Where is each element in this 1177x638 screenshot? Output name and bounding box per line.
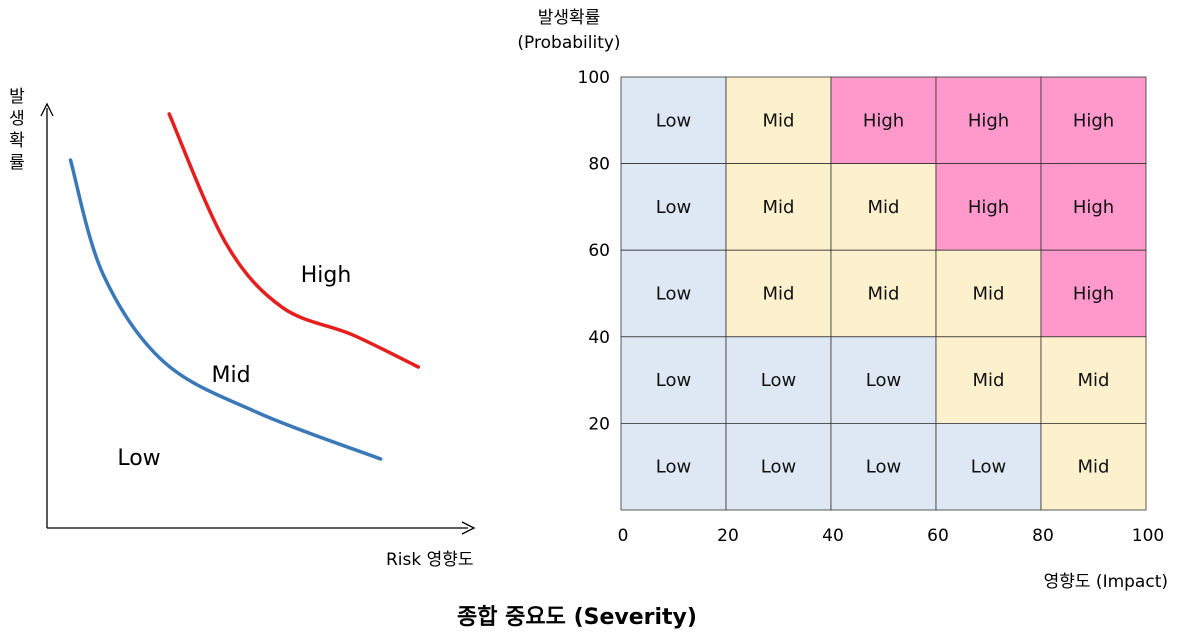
region-label-mid: Mid: [211, 363, 250, 388]
left-ylabel-char-3: 률: [9, 153, 25, 173]
matrix-cell: [620, 422, 727, 511]
matrix-cell-label: Low: [656, 370, 691, 391]
matrix-cell-label: Mid: [763, 197, 795, 218]
matrix-cell-label: High: [863, 110, 904, 131]
matrix-cell-label: Low: [656, 457, 691, 478]
matrix-cell: [935, 336, 1042, 424]
matrix-y-tick: 60: [588, 241, 610, 261]
matrix-x-tick: 20: [717, 526, 739, 546]
matrix-cell-label: Mid: [868, 284, 900, 305]
matrix-ylabel-english: (Probability): [517, 33, 620, 53]
left-boundary-curves: [68, 112, 421, 461]
matrix-cell: [725, 249, 832, 338]
matrix-cell-label: Low: [761, 370, 796, 391]
matrix-x-tick: 0: [618, 526, 629, 546]
region-label-high: High: [301, 263, 352, 288]
matrix-grid: Low Mid High High High Low Mid Mid High High Low Mi…: [620, 76, 1147, 511]
risk-curve-chart: 발 생 확 률 Risk 영향도 High Mid Low: [9, 87, 476, 570]
matrix-cell-label: Low: [656, 284, 691, 305]
matrix-cell: [830, 422, 937, 511]
matrix-x-tick: 80: [1032, 526, 1054, 546]
matrix-cell: [1040, 422, 1147, 511]
matrix-cell: [830, 76, 937, 164]
matrix-cell-label: High: [968, 197, 1009, 218]
left-y-axis-arrow-icon: [40, 102, 54, 117]
figure-caption: 종합 중요도 (Severity): [457, 604, 697, 630]
matrix-xlabel: 영향도 (Impact): [1044, 572, 1168, 592]
matrix-y-tick: 100: [578, 68, 610, 88]
matrix-cell-label: Low: [971, 457, 1006, 478]
matrix-cell: [935, 422, 1042, 511]
matrix-cell: [1040, 336, 1147, 424]
matrix-x-tick: 40: [822, 526, 844, 546]
matrix-cell: [830, 336, 937, 424]
risk-matrix-chart: 발생확률 (Probability) Low Mid High High HighLow…: [517, 8, 1168, 592]
matrix-cell: [935, 249, 1042, 338]
matrix-cell-label: Low: [761, 457, 796, 478]
matrix-cell-label: Mid: [1078, 457, 1110, 478]
mid-high-boundary-curve: [167, 112, 421, 369]
matrix-cell: [620, 249, 727, 338]
matrix-y-tick: 20: [588, 414, 610, 434]
matrix-cell: [725, 163, 832, 251]
matrix-cell-label: Low: [866, 457, 901, 478]
matrix-cell: [620, 163, 727, 251]
matrix-x-tick: 60: [927, 526, 949, 546]
matrix-cell: [620, 336, 727, 424]
matrix-cell-label: High: [968, 110, 1009, 131]
matrix-cell: [935, 163, 1042, 251]
matrix-cell-label: Mid: [763, 284, 795, 305]
matrix-cell-label: Low: [866, 370, 901, 391]
matrix-cell-label: Mid: [763, 110, 795, 131]
left-ylabel-char-0: 발: [9, 87, 25, 107]
region-label-low: Low: [117, 446, 160, 471]
matrix-cell-label: Mid: [868, 197, 900, 218]
matrix-cell-label: High: [1073, 110, 1114, 131]
left-ylabel-char-2: 확: [9, 131, 25, 151]
matrix-cell: [620, 76, 727, 164]
matrix-cell: [725, 422, 832, 511]
matrix-cell-label: Low: [656, 110, 691, 131]
left-xlabel: Risk 영향도: [386, 550, 474, 570]
left-ylabel-char-1: 생: [9, 109, 25, 129]
matrix-cell-label: Mid: [1078, 370, 1110, 391]
matrix-cell: [1040, 249, 1147, 338]
matrix-cell-label: Low: [656, 197, 691, 218]
matrix-cell: [1040, 163, 1147, 251]
matrix-tick-labels: 0 20 40 60 80 100 20 40 60 80 100: [578, 68, 1165, 546]
matrix-cell-label: High: [1073, 197, 1114, 218]
matrix-cell-label: Mid: [973, 370, 1005, 391]
matrix-cell-label: Mid: [973, 284, 1005, 305]
low-mid-boundary-curve: [68, 158, 383, 461]
matrix-y-tick: 40: [588, 328, 610, 348]
matrix-cell: [935, 76, 1042, 164]
matrix-y-tick: 80: [588, 155, 610, 175]
matrix-ylabel-korean: 발생확률: [538, 8, 601, 28]
left-x-axis-arrow-icon: [461, 521, 476, 535]
matrix-cell-label: High: [1073, 284, 1114, 305]
matrix-cell: [1040, 76, 1147, 164]
matrix-x-tick: 100: [1132, 526, 1164, 546]
